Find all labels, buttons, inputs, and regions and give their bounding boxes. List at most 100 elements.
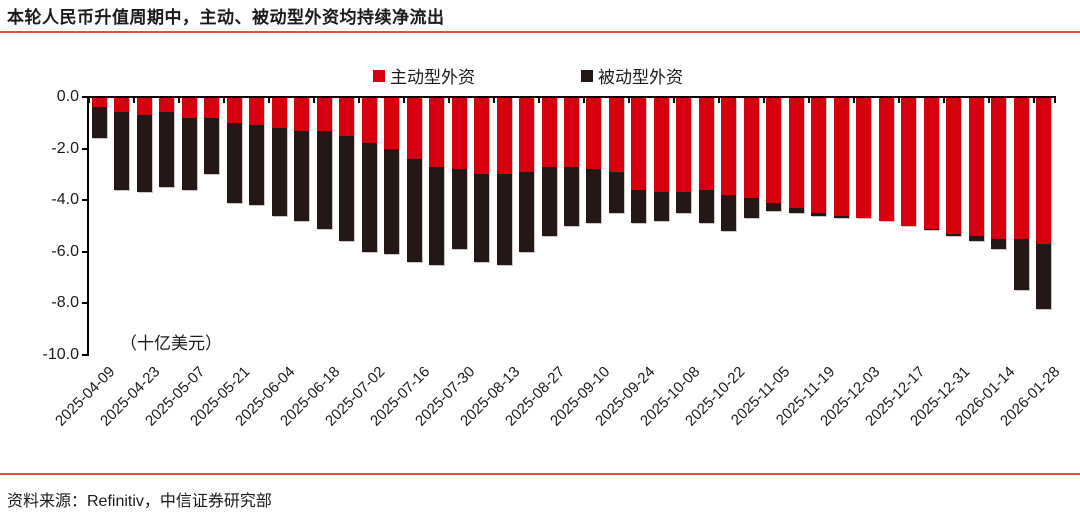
bar-segment-active bbox=[856, 97, 872, 219]
bar-segment-active bbox=[496, 97, 512, 175]
bar-segment-active bbox=[721, 97, 737, 196]
x-axis-tick bbox=[312, 97, 315, 103]
bar-segment-passive bbox=[406, 158, 422, 263]
bar-segment-active bbox=[429, 97, 445, 167]
legend-label-active: 主动型外资 bbox=[390, 68, 475, 87]
bar-segment-passive bbox=[721, 195, 737, 232]
bar-segment-passive bbox=[181, 117, 197, 190]
bar-segment-passive bbox=[271, 127, 287, 216]
bar-segment-passive bbox=[226, 122, 242, 203]
bar-segment-active bbox=[384, 97, 400, 149]
y-tick-label: -8.0 bbox=[51, 294, 79, 312]
bar-segment-active bbox=[811, 97, 827, 214]
bar-segment-active bbox=[833, 97, 849, 216]
bar-segment-active bbox=[474, 97, 490, 175]
bar-segment-passive bbox=[788, 207, 804, 214]
bar-segment-passive bbox=[698, 189, 714, 224]
bar-segment-passive bbox=[361, 143, 377, 252]
bar-segment-passive bbox=[384, 148, 400, 255]
bar-segment-active bbox=[991, 97, 1007, 239]
y-axis-tick bbox=[82, 354, 88, 356]
x-axis-tick bbox=[672, 97, 675, 103]
legend: 主动型外资 被动型外资 bbox=[0, 63, 1080, 87]
legend-item-active: 主动型外资 bbox=[373, 63, 475, 88]
x-axis-tick bbox=[1032, 97, 1035, 103]
bar-segment-active bbox=[676, 97, 692, 193]
x-axis-tick bbox=[627, 97, 630, 103]
bar-segment-passive bbox=[676, 192, 692, 214]
bar-segment-active bbox=[653, 97, 669, 193]
bar-segment-active bbox=[159, 97, 175, 113]
y-tick-label: -6.0 bbox=[51, 242, 79, 260]
y-tick-label: 0.0 bbox=[56, 88, 79, 105]
bar-segment-passive bbox=[204, 117, 220, 175]
y-axis-tick bbox=[82, 250, 88, 253]
bar-segment-active bbox=[204, 97, 220, 118]
bar-segment-passive bbox=[811, 213, 827, 216]
bar-segment-active bbox=[1013, 97, 1029, 239]
bar-segment-active bbox=[608, 97, 624, 172]
bar-segment-passive bbox=[159, 112, 175, 188]
bar-segment-passive bbox=[743, 197, 759, 219]
x-axis-tick bbox=[88, 97, 90, 103]
x-axis-tick bbox=[177, 97, 180, 103]
x-axis-tick bbox=[987, 97, 990, 103]
accent-line-top bbox=[0, 31, 1080, 33]
bar-segment-passive bbox=[339, 135, 355, 242]
legend-item-passive: 被动型外资 bbox=[581, 63, 683, 88]
bar-segment-active bbox=[698, 97, 714, 190]
bar-segment-active bbox=[586, 97, 602, 170]
bar-segment-passive bbox=[114, 112, 130, 190]
x-axis-tick bbox=[447, 97, 450, 103]
x-axis-tick bbox=[492, 97, 495, 103]
bar-segment-passive bbox=[294, 130, 310, 221]
bar-segment-active bbox=[631, 97, 647, 190]
bar-segment-passive bbox=[946, 233, 962, 237]
bar-segment-passive bbox=[541, 166, 557, 237]
y-axis-tick bbox=[82, 147, 88, 150]
x-axis-tick bbox=[942, 97, 945, 103]
x-axis-tick bbox=[537, 97, 540, 103]
figure-title: 本轮人民币升值周期中，主动、被动型外资均持续净流出 bbox=[7, 8, 445, 27]
bar-segment-passive bbox=[923, 228, 939, 230]
bar-segment-active bbox=[114, 97, 130, 113]
bar-segment-active bbox=[743, 97, 759, 198]
bar-segment-passive bbox=[653, 192, 669, 221]
bar-segment-passive bbox=[519, 171, 535, 252]
legend-label-passive: 被动型外资 bbox=[598, 68, 683, 87]
bar-segment-active bbox=[181, 97, 197, 118]
bar-segment-passive bbox=[608, 171, 624, 214]
bar-segment-passive bbox=[474, 174, 490, 263]
legend-swatch-passive bbox=[581, 69, 593, 82]
legend-swatch-active bbox=[373, 69, 385, 82]
y-axis-tick bbox=[82, 199, 88, 202]
bar-segment-passive bbox=[991, 238, 1007, 250]
bar-segment-active bbox=[226, 97, 242, 123]
x-axis-tick bbox=[582, 97, 585, 103]
bar-segment-passive bbox=[136, 115, 152, 193]
bar-segment-active bbox=[901, 97, 917, 226]
bar-segment-active bbox=[968, 97, 984, 237]
bar-segment-active bbox=[136, 97, 152, 116]
bar-segment-active bbox=[271, 97, 287, 128]
bar-segment-active bbox=[766, 97, 782, 203]
bar-segment-active bbox=[249, 97, 265, 126]
bar-segment-passive bbox=[766, 202, 782, 211]
bar-segment-passive bbox=[631, 189, 647, 224]
bar-segment-active bbox=[294, 97, 310, 131]
accent-line-bottom bbox=[0, 473, 1080, 475]
unit-note: （十亿美元） bbox=[120, 334, 222, 353]
bar-segment-passive bbox=[316, 130, 332, 229]
bar-segment-active bbox=[878, 97, 894, 221]
bar-segment-active bbox=[788, 97, 804, 208]
source-note: 资料来源：Refinitiv，中信证券研究部 bbox=[7, 493, 272, 510]
bar-segment-active bbox=[451, 97, 467, 170]
bar-segment-active bbox=[519, 97, 535, 172]
bar-segment-active bbox=[541, 97, 557, 167]
y-axis-line bbox=[87, 97, 89, 356]
y-axis-tick bbox=[82, 302, 88, 305]
x-axis-tick bbox=[1054, 97, 1056, 103]
bar-segment-active bbox=[564, 97, 579, 167]
bar-segment-passive bbox=[249, 125, 265, 206]
